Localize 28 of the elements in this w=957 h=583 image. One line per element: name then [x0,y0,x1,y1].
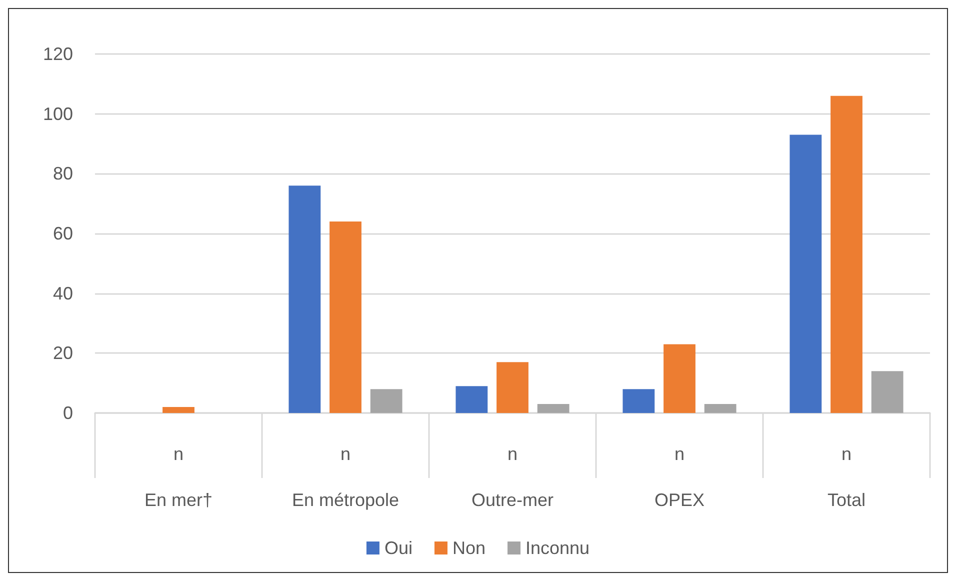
bar [790,134,822,413]
category-label: n En mer† [144,444,213,510]
bar [330,222,362,413]
legend-label: Inconnu [525,538,590,558]
bar [830,96,862,413]
category-label: n Outre-mer [471,444,554,510]
y-tick-label: 80 [52,164,73,184]
bar [871,371,904,413]
category-label: n OPEX [654,444,705,510]
y-tick-label: 60 [52,224,73,244]
bar [370,389,402,413]
y-tick-label: 120 [42,44,73,64]
bar [496,362,528,413]
bar [622,389,655,413]
y-tick-label: 40 [52,283,73,304]
category-label: n Total [827,444,866,510]
legend-label: Oui [384,538,412,558]
legend-label: Non [452,538,486,558]
bar [456,386,488,413]
bar [664,344,696,413]
y-tick-label: 0 [62,403,73,423]
category-label: n En métropole [292,444,400,510]
y-tick-label: 20 [52,343,73,364]
bar [288,186,321,413]
bar [704,404,736,413]
bar [162,407,194,413]
y-tick-label: 100 [42,104,73,124]
bar [537,404,570,413]
